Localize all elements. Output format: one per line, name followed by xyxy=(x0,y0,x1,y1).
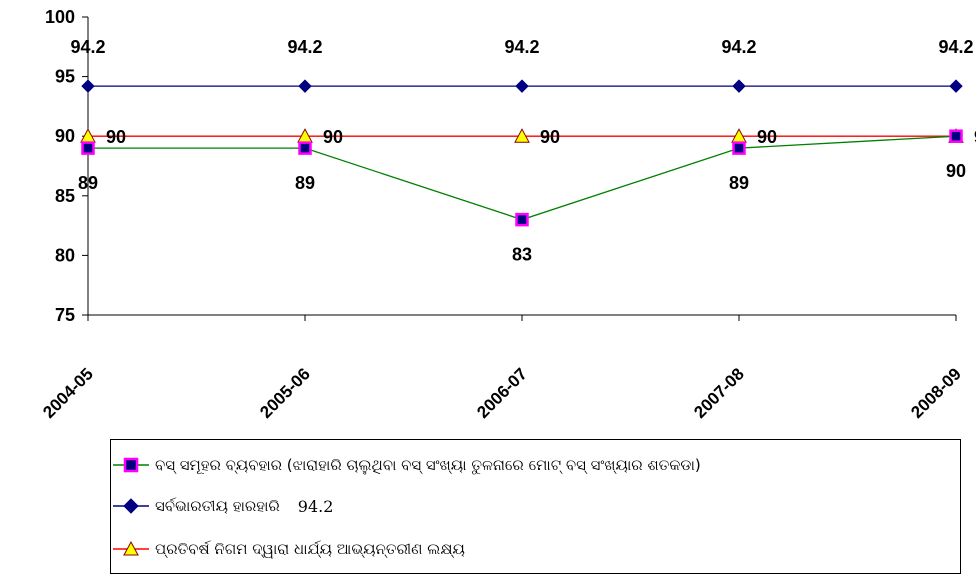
point-national xyxy=(298,79,312,93)
legend-label-fleet: ବସ୍ ସମୂହର ବ୍ୟବହାର (ଝାରାହାରି ଚାଲୁଥିବା ବସ୍… xyxy=(155,456,701,474)
axes: 75 80 85 90 95 100 2004-05 2005-06 2006-07 2007-0… xyxy=(39,7,965,422)
point-target xyxy=(514,128,530,143)
point-fleet xyxy=(949,129,963,143)
point-fleet xyxy=(732,141,746,155)
legend-swatch-fleet xyxy=(113,457,149,473)
y-tick-label: 90 xyxy=(55,126,75,146)
point-fleet xyxy=(515,212,529,227)
legend: ବସ୍ ସମୂହର ବ୍ୟବହାର (ଝାରାହାରି ଚାଲୁଥିବା ବସ୍… xyxy=(110,439,961,574)
point-national xyxy=(81,79,95,93)
y-tick-label: 80 xyxy=(55,245,75,265)
data-label-target: 90 xyxy=(323,127,343,147)
series-markers xyxy=(80,79,964,227)
line-chart: 75 80 85 90 95 100 2004-05 2005-06 2006-07 2007-0… xyxy=(39,7,976,422)
data-label-national: 94.2 xyxy=(938,37,973,57)
data-label-fleet: 89 xyxy=(78,173,98,193)
x-tick-label: 2004-05 xyxy=(39,364,97,422)
data-label-fleet: 83 xyxy=(512,245,532,265)
legend-item-national: ସର୍ବଭାରତୀୟ ହାରହାରି 94.2 xyxy=(111,494,333,518)
y-tick-label: 95 xyxy=(55,67,75,87)
point-fleet xyxy=(298,141,312,155)
legend-item-target: ପ୍ରତିବର୍ଷ ନିଗମ ଦ୍ୱାରା ଧାର୍ଯ୍ୟ ଆଭ୍ୟନ୍ତରୀଣ… xyxy=(111,537,465,561)
point-national xyxy=(949,79,963,93)
point-national xyxy=(732,79,746,93)
legend-item-fleet: ବସ୍ ସମୂହର ବ୍ୟବହାର (ଝାରାହାରି ଚାଲୁଥିବା ବସ୍… xyxy=(111,453,701,477)
data-label-national: 94.2 xyxy=(70,37,105,57)
data-label-national: 94.2 xyxy=(287,37,322,57)
series-line-fleet xyxy=(88,135,957,221)
x-tick-label: 2005-06 xyxy=(256,364,314,422)
data-label-national: 94.2 xyxy=(721,37,756,57)
x-tick-label: 2007-08 xyxy=(690,364,748,422)
data-label-target: 90 xyxy=(106,127,126,147)
data-label-fleet: 89 xyxy=(295,173,315,193)
data-label-target: 90 xyxy=(974,127,976,147)
legend-label-target: ପ୍ରତିବର୍ଷ ନିଗମ ଦ୍ୱାରା ଧାର୍ଯ୍ୟ ଆଭ୍ୟନ୍ତରୀଣ… xyxy=(155,540,465,558)
point-fleet xyxy=(81,141,95,155)
point-national xyxy=(515,79,529,93)
data-label-target: 90 xyxy=(540,127,560,147)
y-tick-label: 85 xyxy=(55,186,75,206)
data-label-target: 90 xyxy=(757,127,777,147)
legend-label-national: ସର୍ବଭାରତୀୟ ହାରହାରି xyxy=(155,497,280,515)
data-label-national: 94.2 xyxy=(504,37,539,57)
data-label-fleet: 89 xyxy=(729,173,749,193)
y-tick-label: 100 xyxy=(45,7,75,27)
x-tick-label: 2006-07 xyxy=(473,364,531,422)
data-label-fleet: 90 xyxy=(946,161,966,181)
y-tick-label: 75 xyxy=(55,305,75,325)
x-tick-label: 2008-09 xyxy=(907,364,965,422)
legend-value-national: 94.2 xyxy=(297,496,334,516)
series-lines xyxy=(88,85,957,221)
legend-swatch-target xyxy=(113,540,149,556)
legend-swatch-national xyxy=(113,498,149,514)
data-labels: 89 89 83 89 90 94.2 94.2 94.2 94.2 94.2 90 90 90 90 90 xyxy=(70,37,976,265)
